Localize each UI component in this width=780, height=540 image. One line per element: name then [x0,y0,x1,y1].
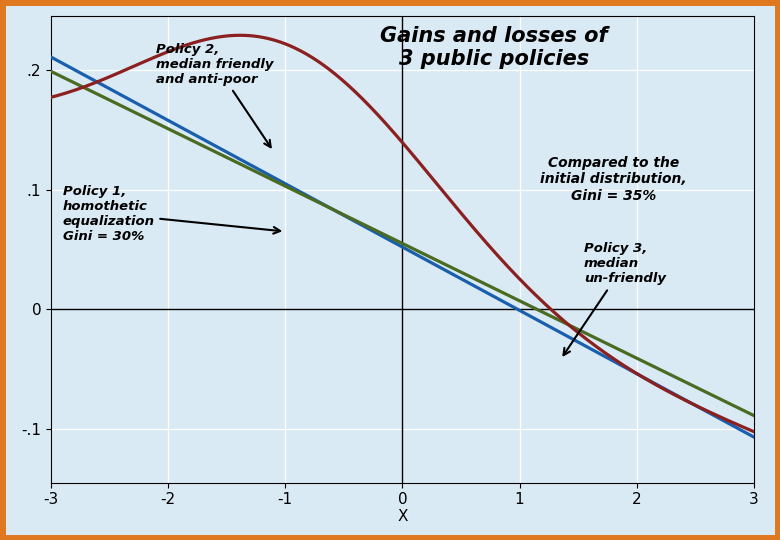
Text: Policy 3,
median
un-friendly: Policy 3, median un-friendly [563,242,666,355]
X-axis label: X: X [397,509,408,524]
Text: Compared to the
initial distribution,
Gini = 35%: Compared to the initial distribution, Gi… [540,156,686,202]
Text: Policy 1,
homothetic
equalization
Gini = 30%: Policy 1, homothetic equalization Gini =… [62,185,280,242]
Text: Gains and losses of
3 public policies: Gains and losses of 3 public policies [380,26,608,69]
Text: Policy 2,
median friendly
and anti-poor: Policy 2, median friendly and anti-poor [156,43,274,147]
